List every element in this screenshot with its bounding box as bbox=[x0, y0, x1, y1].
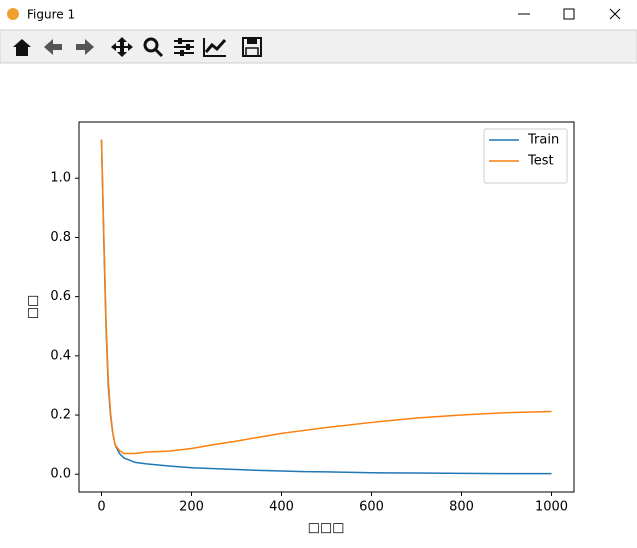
y-tick-label: 1.0 bbox=[50, 171, 71, 186]
x-axis-label: □□□ bbox=[308, 521, 345, 536]
y-tick-label: 0.0 bbox=[50, 467, 71, 482]
legend-label: Train bbox=[527, 133, 559, 148]
zoom-button[interactable] bbox=[143, 37, 159, 53]
app-icon bbox=[7, 8, 19, 20]
back-button[interactable] bbox=[44, 39, 62, 55]
legend-label: Test bbox=[527, 154, 554, 169]
forward-button[interactable] bbox=[76, 39, 94, 55]
y-axis-label: □□ bbox=[26, 295, 41, 320]
title-bar bbox=[0, 0, 637, 30]
legend-box bbox=[483, 128, 568, 184]
close-button[interactable] bbox=[609, 8, 621, 20]
save-button[interactable] bbox=[242, 37, 262, 57]
x-tick-label: 600 bbox=[359, 500, 384, 515]
x-tick-label: 1000 bbox=[535, 500, 568, 515]
x-tick-label: 800 bbox=[449, 500, 474, 515]
y-tick-label: 0.2 bbox=[50, 408, 71, 423]
plot-area bbox=[78, 121, 575, 493]
y-tick-label: 0.8 bbox=[50, 230, 71, 245]
window-title: Figure 1 bbox=[27, 8, 75, 22]
y-tick-label: 0.6 bbox=[50, 289, 71, 304]
x-tick-label: 200 bbox=[179, 500, 204, 515]
y-tick-label: 0.4 bbox=[50, 348, 71, 363]
toolbar-icons bbox=[13, 37, 262, 58]
pan-button[interactable] bbox=[111, 37, 133, 57]
x-tick-label: 400 bbox=[269, 500, 294, 515]
toolbar bbox=[0, 29, 637, 64]
home-button[interactable] bbox=[13, 39, 31, 56]
axes-button[interactable] bbox=[203, 38, 227, 57]
x-tick-label: 0 bbox=[97, 500, 105, 515]
maximize-button[interactable] bbox=[563, 8, 575, 20]
series-line bbox=[100, 139, 552, 455]
configure-button[interactable] bbox=[174, 38, 194, 56]
